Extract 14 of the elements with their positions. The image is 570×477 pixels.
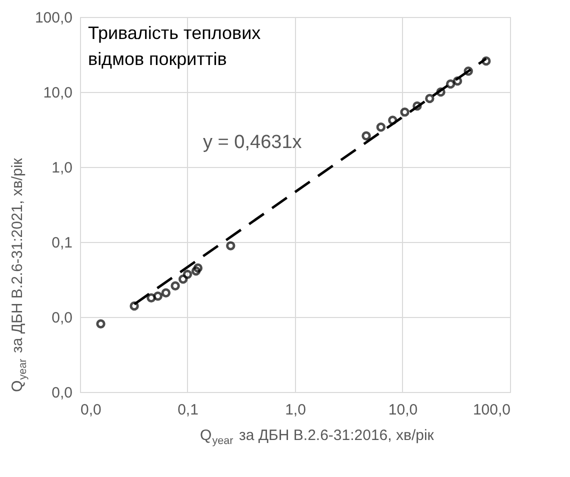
x-tick-label: 0,0	[80, 402, 102, 418]
y-tick-label: 10,0	[43, 84, 72, 102]
annotation: Тривалість теплових відмов покриттів	[88, 23, 261, 69]
y-tick-label: 100,0	[34, 10, 72, 26]
y-tick-label: 0,0	[52, 384, 72, 402]
annotation: y = 0,4631x	[203, 132, 302, 153]
y-tick-label: 1,0	[52, 160, 72, 176]
y-tick-label: 0,0	[52, 310, 72, 326]
y-tick-label: 0,1	[52, 234, 72, 252]
x-tick-label: 0,1	[178, 402, 198, 418]
x-tick-label: 100,0	[472, 402, 510, 418]
x-tick-label: 1,0	[285, 402, 306, 418]
x-tick-label: 10,0	[388, 402, 418, 418]
y-axis-title: Qyear за ДБН В.2.6-31:2021, хв/рік	[9, 158, 29, 392]
